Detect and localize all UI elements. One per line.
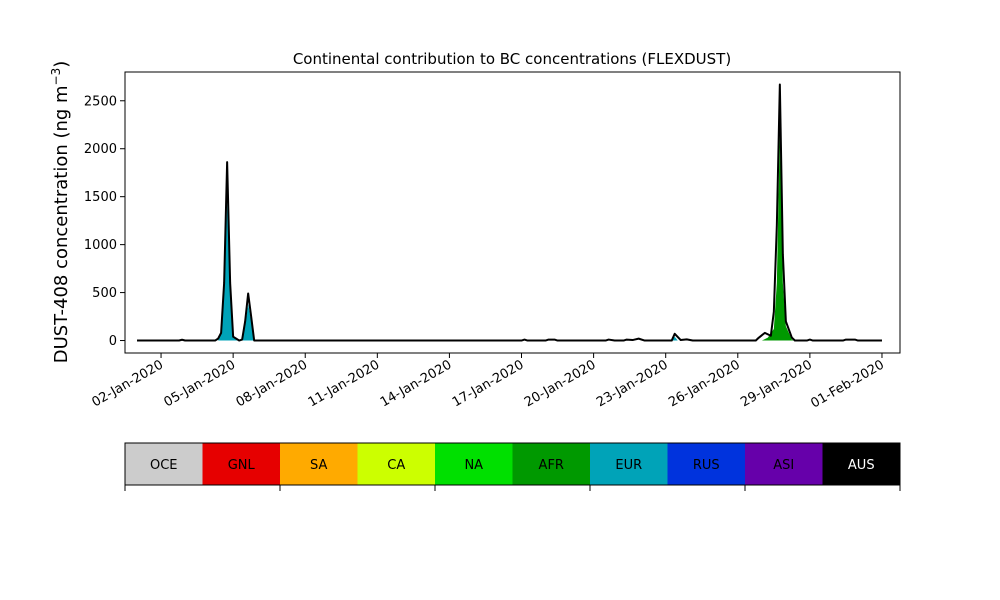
y-axis: 0 500 1000 1500 2000 2500 xyxy=(84,94,125,349)
total-line xyxy=(137,83,882,342)
y-tick-label-2500: 2500 xyxy=(84,94,117,109)
legend-swatch-afr xyxy=(512,443,590,485)
plot-frame xyxy=(124,71,901,354)
plot-area xyxy=(124,71,901,354)
legend-swatch-rus xyxy=(667,443,745,485)
x-tick-label-2020-01-23: 23-Jan-2020 xyxy=(594,357,671,410)
y-tick-label-0: 0 xyxy=(109,334,117,349)
x-tick-label-2020-01-02: 02-Jan-2020 xyxy=(89,357,166,410)
legend-label-na: NA xyxy=(464,458,483,473)
x-axis: 02-Jan-202005-Jan-202008-Jan-202011-Jan-… xyxy=(89,353,887,411)
x-tick-label-2020-02-01: 01-Feb-2020 xyxy=(808,357,887,411)
legend-frame xyxy=(124,442,901,486)
legend-swatch-oce xyxy=(125,443,203,485)
x-tick-label-2020-01-29: 29-Jan-2020 xyxy=(738,357,815,410)
legend-label-eur: EUR xyxy=(615,458,642,473)
y-tick-label-500: 500 xyxy=(92,286,117,301)
legend-swatch-ca xyxy=(357,443,435,485)
x-tick-label-2020-01-26: 26-Jan-2020 xyxy=(666,357,743,410)
legend-swatch-asi xyxy=(745,443,823,485)
plot-background xyxy=(125,72,900,353)
x-tick-label-2020-01-20: 20-Jan-2020 xyxy=(522,357,599,410)
legend-label-afr: AFR xyxy=(539,458,564,473)
legend-swatch-na xyxy=(435,443,513,485)
x-tick-label-2020-01-05: 05-Jan-2020 xyxy=(162,357,239,410)
x-tick-label-2020-01-14: 14-Jan-2020 xyxy=(378,357,455,410)
legend: OCE GNL SA CA NA AFR EUR RUS ASI AUS xyxy=(124,442,901,491)
legend-swatch-sa xyxy=(280,443,358,485)
legend-label-sa: SA xyxy=(310,458,327,473)
legend-label-aus: AUS xyxy=(848,458,875,473)
x-tick-label-2020-01-17: 17-Jan-2020 xyxy=(450,357,527,410)
y-axis-label-superscript: −3 xyxy=(49,68,63,86)
y-axis-label: DUST-408 concentration (ng m−3) xyxy=(49,61,72,364)
legend-label-asi: ASI xyxy=(773,458,794,473)
legend-swatch-eur xyxy=(590,443,668,485)
legend-swatch-gnl xyxy=(202,443,280,485)
y-axis-label-end: ) xyxy=(51,61,72,68)
legend-label-ca: CA xyxy=(387,458,405,473)
legend-label-gnl: GNL xyxy=(228,458,256,473)
legend-swatch-aus xyxy=(822,443,900,485)
y-tick-label-1000: 1000 xyxy=(84,238,117,253)
x-tick-label-2020-01-11: 11-Jan-2020 xyxy=(306,357,383,410)
y-axis-label-main: DUST-408 concentration (ng m xyxy=(51,85,72,363)
chart-title: Continental contribution to BC concentra… xyxy=(293,50,731,68)
legend-label-rus: RUS xyxy=(693,458,720,473)
legend-label-oce: OCE xyxy=(150,458,178,473)
y-tick-label-2000: 2000 xyxy=(84,142,117,157)
x-tick-label-2020-01-08: 08-Jan-2020 xyxy=(234,357,311,410)
y-tick-label-1500: 1500 xyxy=(84,190,117,205)
